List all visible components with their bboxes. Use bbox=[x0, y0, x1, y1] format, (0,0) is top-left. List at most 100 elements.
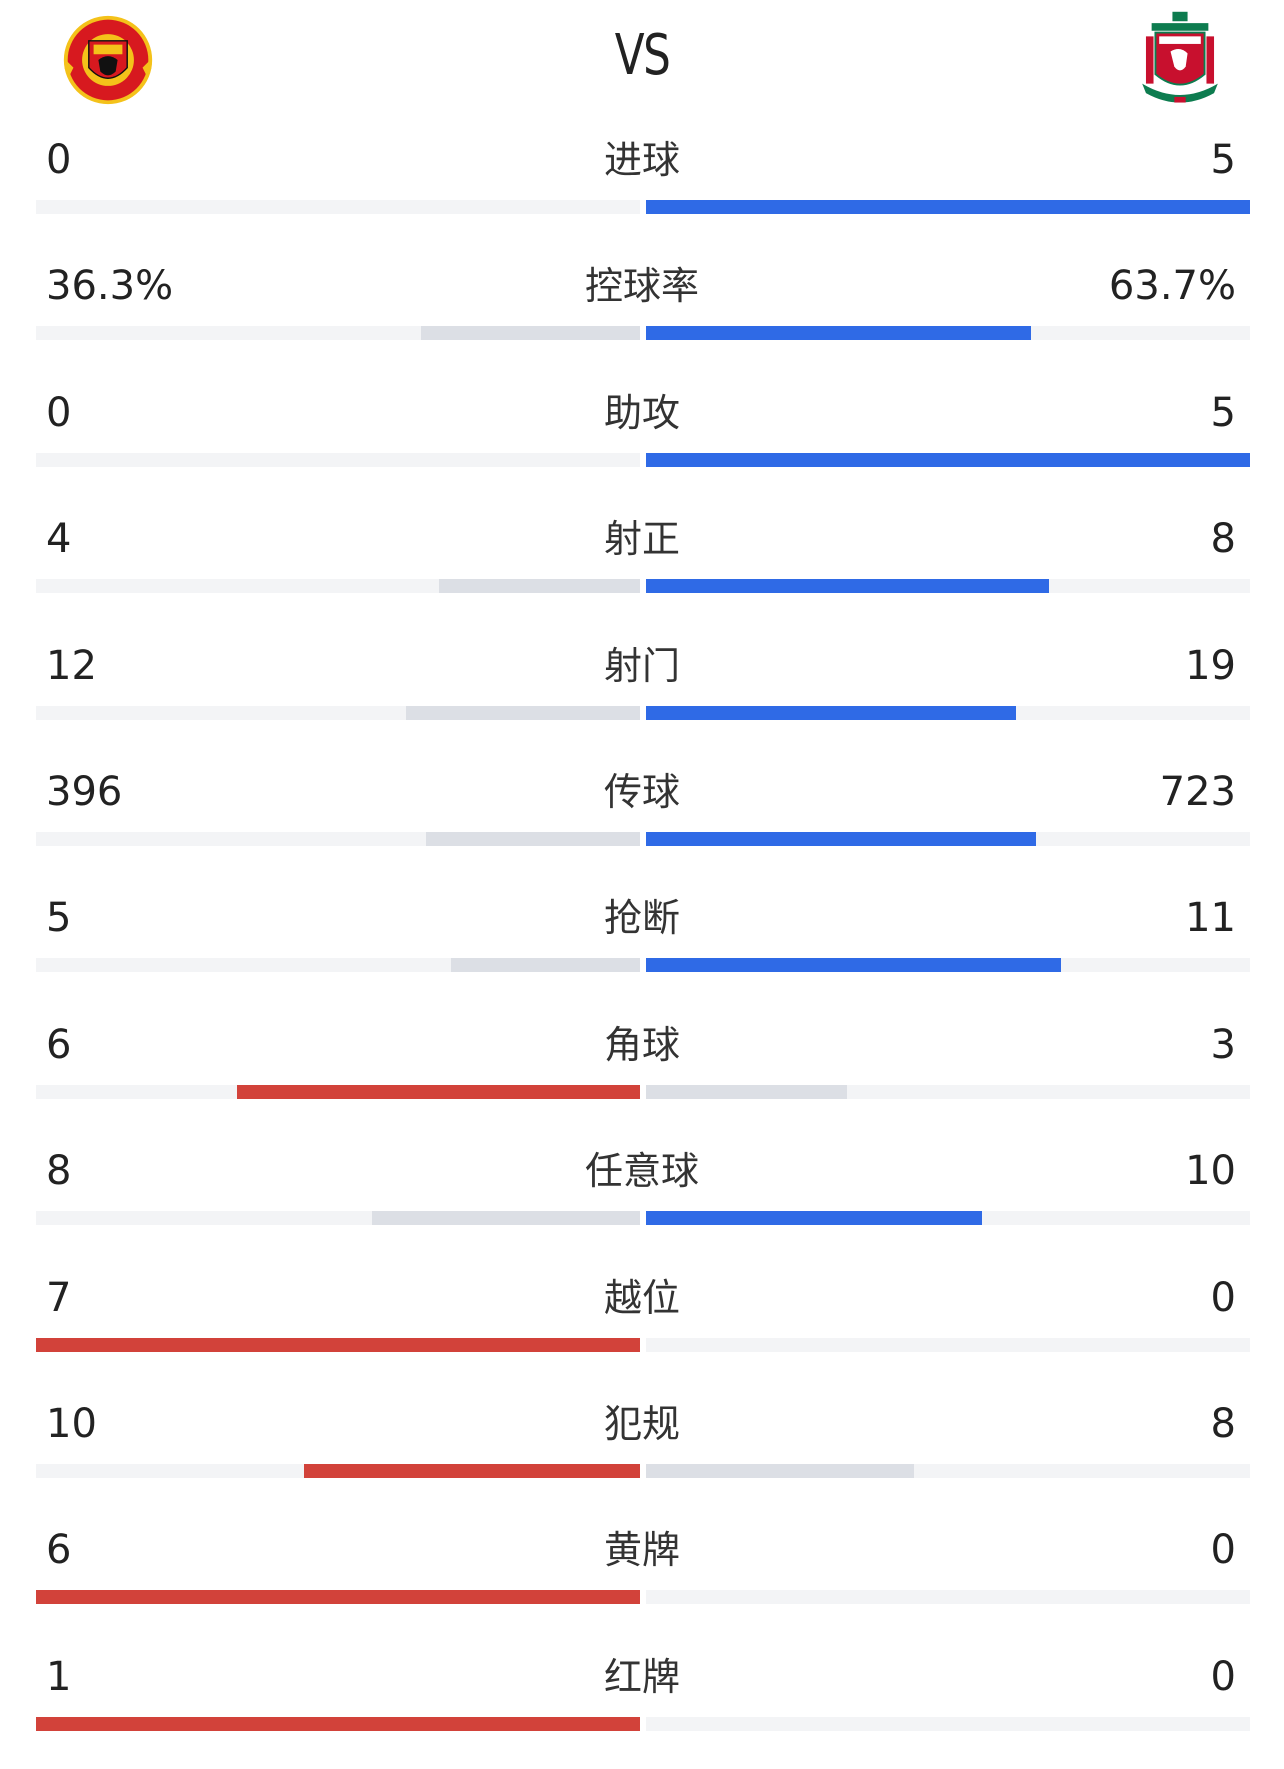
away-stat-bar-track bbox=[646, 579, 1250, 594]
home-stat-value: 396 bbox=[46, 768, 123, 815]
away-stat-value: 8 bbox=[1210, 1400, 1236, 1447]
home-stat-value: 7 bbox=[46, 1274, 72, 1321]
versus-label: VS bbox=[614, 23, 671, 88]
away-stat-bar-fill bbox=[646, 1084, 847, 1099]
match-stats-list: 0 进球 5 36.3% 控球率 63.7% 0 助攻 5 4 射正 8 12 射门 19 396 传球 723 5… bbox=[0, 126, 1284, 1769]
home-stat-bar-fill bbox=[372, 1211, 640, 1226]
away-stat-value: 0 bbox=[1210, 1274, 1236, 1321]
stat-row: 7 越位 0 bbox=[0, 1264, 1284, 1390]
stat-label: 红牌 bbox=[603, 1654, 680, 1699]
home-stat-value: 12 bbox=[46, 642, 97, 689]
away-stat-value: 5 bbox=[1210, 137, 1236, 183]
away-stat-value: 19 bbox=[1185, 642, 1236, 689]
away-stat-bar-fill bbox=[646, 831, 1036, 846]
away-stat-bar-track bbox=[646, 831, 1250, 846]
home-stat-bar-track bbox=[36, 831, 640, 846]
stat-label: 助攻 bbox=[603, 390, 680, 435]
home-stat-bar-fill bbox=[36, 1337, 640, 1352]
home-stat-bar-track bbox=[36, 1716, 640, 1731]
home-stat-bar-fill bbox=[421, 326, 640, 341]
home-stat-value: 5 bbox=[46, 895, 72, 942]
away-stat-bar-fill bbox=[646, 200, 1250, 214]
stat-row: 0 进球 5 bbox=[0, 126, 1284, 252]
away-stat-bar-fill bbox=[646, 452, 1250, 467]
home-stat-bar-fill bbox=[451, 958, 640, 973]
away-stat-bar-fill bbox=[646, 1211, 982, 1226]
away-stat-bar-track bbox=[646, 1463, 1250, 1478]
away-stat-value: 11 bbox=[1185, 895, 1236, 942]
match-header: VS bbox=[0, 0, 1284, 120]
home-stat-bar-track bbox=[36, 200, 640, 214]
stat-label: 抢断 bbox=[603, 896, 680, 941]
home-stat-bar-fill bbox=[237, 1084, 640, 1099]
away-stat-bar-fill bbox=[646, 1463, 914, 1478]
stat-row: 10 犯规 8 bbox=[0, 1390, 1284, 1516]
home-stat-bar-fill bbox=[426, 831, 640, 846]
stat-row: 4 射正 8 bbox=[0, 505, 1284, 631]
home-stat-value: 8 bbox=[46, 1148, 72, 1195]
liverpool-crest-icon bbox=[1142, 11, 1218, 103]
stat-label: 角球 bbox=[603, 1022, 680, 1067]
away-stat-bar-track bbox=[646, 1084, 1250, 1099]
home-stat-value: 6 bbox=[46, 1021, 72, 1068]
home-stat-bar-track bbox=[36, 579, 640, 594]
home-stat-bar-fill bbox=[36, 1590, 640, 1605]
away-stat-bar-track bbox=[646, 1716, 1250, 1731]
home-stat-bar-track bbox=[36, 1211, 640, 1226]
away-stat-bar-track bbox=[646, 452, 1250, 467]
home-stat-value: 4 bbox=[46, 516, 72, 563]
away-stat-value: 5 bbox=[1210, 389, 1236, 436]
stat-row: 36.3% 控球率 63.7% bbox=[0, 252, 1284, 378]
stat-label: 进球 bbox=[603, 138, 680, 182]
home-stat-bar-track bbox=[36, 705, 640, 720]
home-stat-value: 10 bbox=[46, 1400, 97, 1447]
stat-row: 6 角球 3 bbox=[0, 1011, 1284, 1137]
stat-label: 射正 bbox=[603, 517, 680, 562]
stat-label: 传球 bbox=[603, 769, 680, 814]
away-stat-value: 63.7% bbox=[1108, 263, 1236, 310]
away-stat-value: 10 bbox=[1185, 1148, 1236, 1195]
home-stat-bar-fill bbox=[439, 579, 640, 594]
home-stat-bar-track bbox=[36, 326, 640, 341]
home-stat-bar-fill bbox=[304, 1463, 640, 1478]
stat-row: 0 助攻 5 bbox=[0, 379, 1284, 505]
home-stat-bar-fill bbox=[36, 1716, 640, 1731]
away-stat-bar-track bbox=[646, 200, 1250, 214]
away-stat-bar-track bbox=[646, 326, 1250, 341]
away-stat-bar-fill bbox=[646, 705, 1016, 720]
stat-label: 任意球 bbox=[584, 1149, 699, 1194]
stat-row: 6 黄牌 0 bbox=[0, 1516, 1284, 1642]
away-stat-bar-track bbox=[646, 1590, 1250, 1605]
away-stat-bar-track bbox=[646, 1211, 1250, 1226]
home-stat-bar-fill bbox=[406, 705, 640, 720]
away-stat-bar-fill bbox=[646, 958, 1061, 973]
away-stat-value: 3 bbox=[1210, 1021, 1236, 1068]
stat-label: 犯规 bbox=[603, 1401, 680, 1446]
stat-row: 1 红牌 0 bbox=[0, 1643, 1284, 1769]
manchester-united-crest-icon bbox=[63, 15, 153, 105]
away-stat-value: 723 bbox=[1159, 768, 1236, 815]
stat-row: 5 抢断 11 bbox=[0, 884, 1284, 1010]
home-stat-value: 0 bbox=[46, 389, 72, 436]
away-stat-bar-track bbox=[646, 705, 1250, 720]
home-stat-bar-track bbox=[36, 1463, 640, 1478]
home-stat-bar-track bbox=[36, 958, 640, 973]
stat-row: 396 传球 723 bbox=[0, 758, 1284, 884]
stat-label: 黄牌 bbox=[603, 1528, 680, 1573]
away-stat-bar-fill bbox=[646, 579, 1049, 594]
stat-label: 射门 bbox=[603, 643, 680, 688]
stat-row: 8 任意球 10 bbox=[0, 1137, 1284, 1263]
home-stat-bar-track bbox=[36, 1590, 640, 1605]
home-stat-bar-track bbox=[36, 1337, 640, 1352]
away-stat-bar-track bbox=[646, 958, 1250, 973]
home-stat-value: 0 bbox=[46, 137, 72, 183]
home-stat-bar-track bbox=[36, 1084, 640, 1099]
stat-label: 越位 bbox=[603, 1275, 680, 1320]
stat-row: 12 射门 19 bbox=[0, 632, 1284, 758]
home-stat-value: 1 bbox=[46, 1653, 72, 1700]
stat-label: 控球率 bbox=[584, 264, 699, 309]
away-stat-bar-track bbox=[646, 1337, 1250, 1352]
home-stat-value: 36.3% bbox=[46, 263, 174, 310]
home-stat-value: 6 bbox=[46, 1527, 72, 1574]
away-stat-value: 0 bbox=[1210, 1527, 1236, 1574]
